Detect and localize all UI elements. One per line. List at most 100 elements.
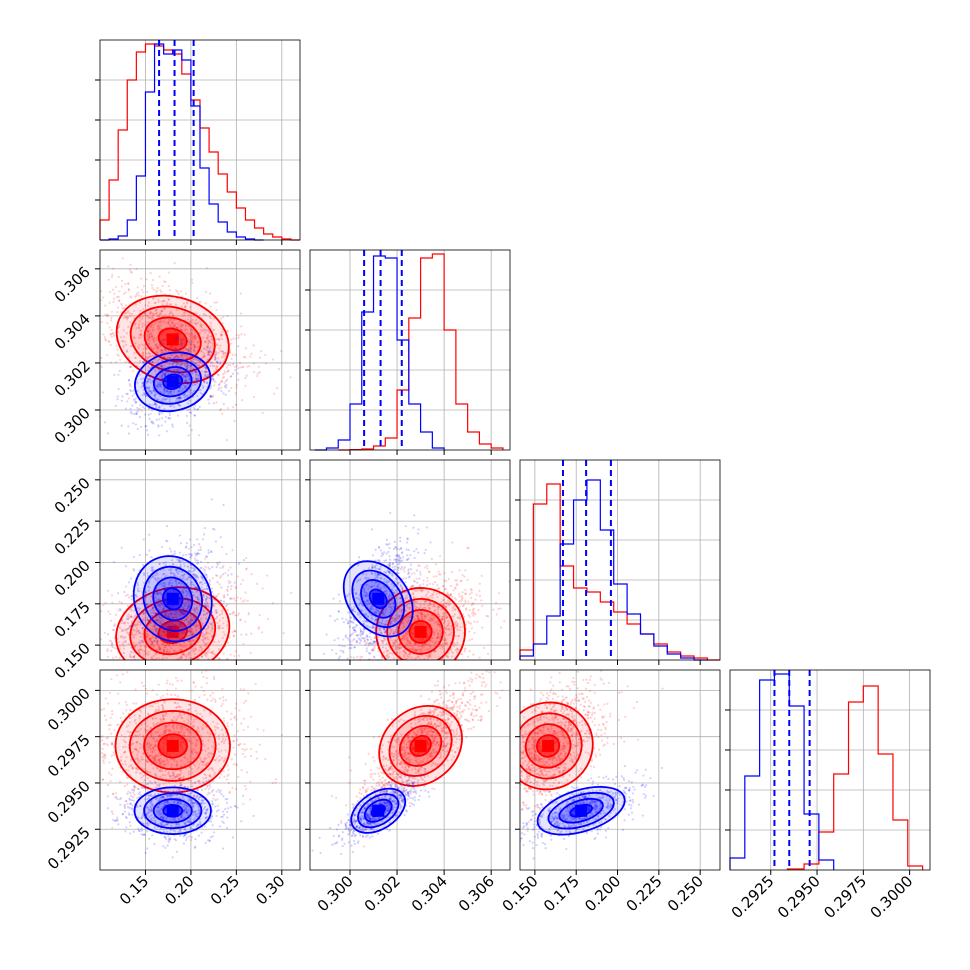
scatter-point: [224, 571, 227, 575]
scatter-point: [122, 644, 125, 647]
scatter-point: [72, 309, 74, 311]
scatter-point: [381, 663, 383, 665]
scatter-point: [193, 586, 197, 589]
scatter-point: [205, 617, 208, 620]
scatter-point: [453, 644, 456, 648]
scatter-point: [133, 623, 136, 626]
scatter-point: [429, 603, 432, 606]
scatter-point: [121, 257, 124, 260]
scatter-point: [185, 373, 188, 376]
scatter-point: [402, 636, 405, 640]
scatter-point: [200, 655, 204, 658]
scatter-point: [209, 361, 213, 364]
scatter-point: [180, 389, 183, 393]
scatter-point: [407, 568, 410, 571]
scatter-point: [132, 655, 136, 658]
scatter-point: [261, 631, 264, 634]
scatter-point: [227, 569, 230, 572]
scatter-point: [206, 361, 209, 364]
scatter-point: [180, 341, 183, 344]
scatter-point: [148, 333, 151, 337]
scatter-point: [166, 621, 169, 624]
scatter-point: [476, 620, 479, 623]
scatter-point: [196, 678, 198, 680]
scatter-point: [239, 312, 243, 315]
scatter-point: [432, 604, 436, 607]
scatter-point: [123, 628, 126, 631]
scatter-point: [93, 281, 95, 283]
scatter-point: [384, 631, 387, 634]
scatter-point: [448, 604, 451, 607]
scatter-point: [478, 595, 482, 598]
scatter-point: [118, 600, 121, 603]
scatter-point: [120, 304, 123, 307]
scatter-point: [156, 639, 159, 643]
scatter-point: [130, 650, 133, 654]
scatter-point: [403, 655, 406, 658]
scatter-point: [116, 395, 119, 398]
scatter-point: [429, 639, 432, 642]
scatter-point: [187, 332, 191, 335]
scatter-point: [117, 275, 120, 279]
scatter-point: [110, 594, 114, 597]
scatter-point: [184, 610, 188, 613]
scatter-point: [161, 366, 164, 370]
scatter-point: [133, 680, 135, 682]
scatter-point: [124, 315, 127, 318]
scatter-point: [183, 641, 186, 644]
scatter-point: [214, 662, 216, 664]
scatter-point: [135, 595, 138, 598]
scatter-point: [108, 612, 112, 616]
scatter-point: [114, 404, 117, 407]
scatter-point: [464, 647, 467, 650]
scatter-point: [461, 625, 465, 628]
scatter-point: [179, 565, 183, 569]
scatter-point: [229, 364, 232, 367]
scatter-point: [163, 300, 167, 303]
scatter-point: [163, 645, 166, 648]
scatter-point: [171, 322, 174, 325]
scatter-point: [465, 608, 468, 611]
scatter-point: [425, 643, 428, 646]
scatter-point: [193, 652, 197, 656]
scatter-point: [117, 609, 120, 612]
scatter-point: [183, 565, 186, 568]
scatter-point: [181, 388, 185, 391]
scatter-point: [415, 662, 417, 664]
scatter-point: [335, 652, 338, 655]
scatter-point: [384, 607, 388, 610]
scatter-point: [361, 660, 363, 662]
scatter-point: [127, 289, 130, 292]
scatter-point: [186, 593, 189, 596]
scatter-point: [122, 629, 125, 632]
scatter-point: [207, 341, 210, 345]
scatter-point: [414, 657, 418, 660]
scatter-point: [247, 611, 250, 615]
scatter-point: [141, 639, 144, 643]
scatter-point: [156, 633, 159, 636]
scatter-point: [160, 592, 163, 596]
scatter-point: [478, 582, 481, 585]
scatter-point: [188, 411, 192, 414]
scatter-point: [155, 618, 158, 621]
scatter-point: [106, 432, 109, 435]
scatter-point: [192, 367, 195, 370]
scatter-point: [185, 655, 188, 659]
scatter-point: [140, 277, 143, 280]
scatter-point: [145, 429, 149, 432]
scatter-point: [170, 611, 173, 614]
scatter-point: [147, 413, 150, 416]
scatter-point: [100, 320, 103, 324]
scatter-point: [130, 615, 133, 618]
scatter-point: [154, 358, 157, 361]
scatter-point: [187, 566, 190, 569]
scatter-point: [208, 632, 211, 635]
scatter-point: [142, 308, 145, 311]
scatter-point: [424, 673, 426, 675]
scatter-point: [151, 642, 154, 645]
scatter-point: [273, 392, 276, 395]
scatter-point: [171, 314, 175, 317]
scatter-point: [423, 658, 426, 660]
scatter-point: [133, 392, 136, 395]
scatter-point: [207, 605, 210, 608]
